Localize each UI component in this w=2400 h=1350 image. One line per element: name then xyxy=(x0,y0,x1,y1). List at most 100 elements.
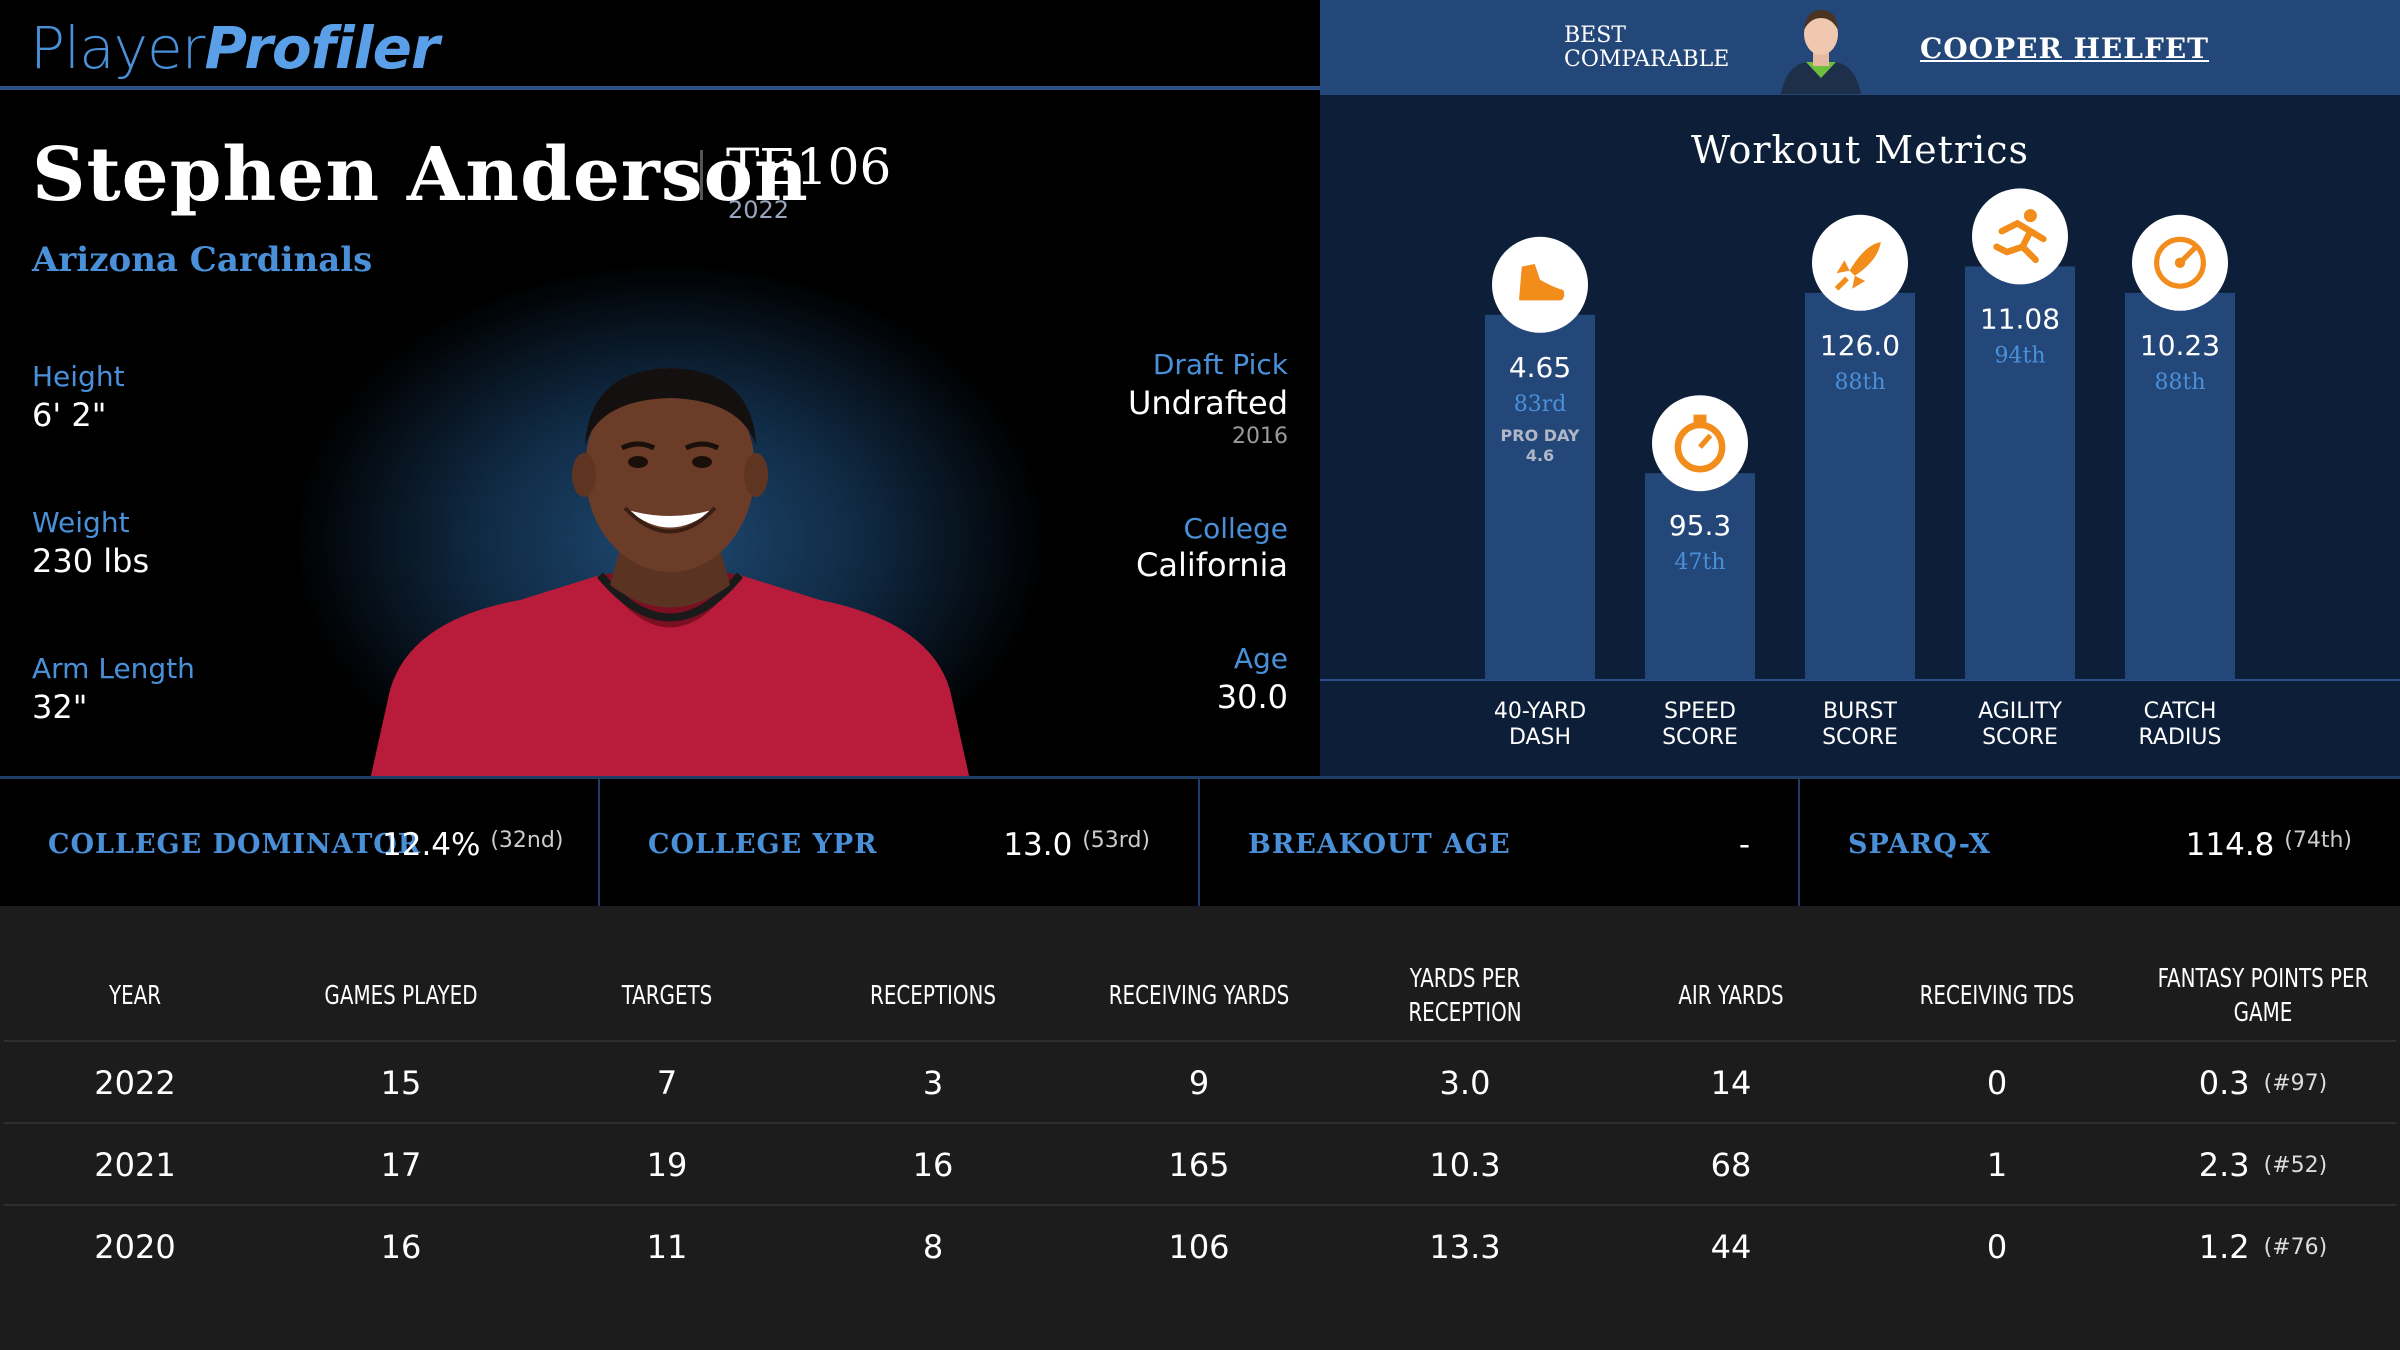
comparable-label-line1: BEST xyxy=(1564,23,1626,48)
team-name[interactable]: Arizona Cardinals xyxy=(32,240,373,280)
metric-value: 114.8 (74th) xyxy=(2186,827,2352,863)
comparable-player-link[interactable]: COOPER HELFET xyxy=(1920,32,2210,65)
arm-length-label: Arm Length xyxy=(32,652,195,685)
table-cell: 165 xyxy=(1069,1124,1329,1206)
table-row: 2020 16 11 8 106 13.3 44 0 1.2 (#76) xyxy=(4,1204,2396,1286)
column-header-year[interactable]: YEAR xyxy=(108,981,162,1011)
workout-percentile: 94th xyxy=(1994,343,2045,368)
table-cell: 16 xyxy=(803,1124,1063,1206)
workout-label-line2: RADIUS xyxy=(2139,725,2222,750)
player-header-panel: PlayerProfiler Stephen Anderson TE106 20… xyxy=(0,0,1320,776)
draft-pick-label: Draft Pick xyxy=(1152,348,1288,381)
table-cell: 14 xyxy=(1601,1042,1861,1124)
runner-icon xyxy=(1993,209,2047,264)
workout-bar xyxy=(1645,473,1755,680)
metric-rank: (32nd) xyxy=(490,828,564,853)
pro-day-label: PRO DAY xyxy=(1501,426,1580,445)
workout-label-line2: SCORE xyxy=(1982,725,2058,750)
cell-value: 2021 xyxy=(94,1146,176,1184)
metric-number: 114.8 xyxy=(2185,827,2275,863)
workout-value: 4.65 xyxy=(1509,351,1571,384)
name-divider xyxy=(700,150,703,200)
workout-value: 10.23 xyxy=(2140,329,2220,362)
cell-value: 0 xyxy=(1986,1064,2008,1102)
stopwatch-icon xyxy=(1674,414,1726,473)
target-icon xyxy=(2154,236,2206,289)
table-cell: 17 xyxy=(271,1124,531,1206)
workout-percentile: 83rd xyxy=(1514,392,1567,417)
cell-value: 10.3 xyxy=(1429,1146,1501,1184)
table-cell: 19 xyxy=(537,1124,797,1206)
table-cell: 2021 xyxy=(5,1124,265,1206)
cell-value: 16 xyxy=(912,1146,954,1184)
height-label: Height xyxy=(32,360,125,393)
age-value: 30.0 xyxy=(1216,678,1288,716)
cell-value: 3.0 xyxy=(1439,1064,1491,1102)
column-header-games-played[interactable]: GAMES PLAYED xyxy=(324,981,478,1011)
metric-label[interactable]: COLLEGE DOMINATOR xyxy=(48,829,422,860)
workout-label-line1: CATCH xyxy=(2144,699,2217,724)
table-cell: 0 xyxy=(1867,1206,2127,1288)
workout-label-line1: SPEED xyxy=(1664,699,1736,724)
table-cell: 1.2 (#76) xyxy=(2133,1206,2393,1288)
metric-value: - xyxy=(1739,827,1750,863)
cell-value: 2020 xyxy=(94,1228,176,1266)
metric-rank: (74th) xyxy=(2284,828,2352,853)
column-header-air-yards[interactable]: AIR YARDS xyxy=(1678,981,1784,1011)
college-metrics-strip: COLLEGE DOMINATOR 12.4% (32nd) COLLEGE Y… xyxy=(0,776,2400,909)
metric-number: 13.0 xyxy=(1003,827,1073,863)
cell-value: 3 xyxy=(922,1064,944,1102)
table-cell: 9 xyxy=(1069,1042,1329,1124)
column-header-receptions[interactable]: RECEPTIONS xyxy=(870,981,996,1011)
column-header-targets[interactable]: TARGETS xyxy=(621,981,713,1011)
season-stats-table: YEAR GAMES PLAYED TARGETS RECEPTIONS REC… xyxy=(0,906,2400,1350)
comparable-player-photo[interactable] xyxy=(1776,4,1866,94)
metric-label[interactable]: COLLEGE YPR xyxy=(648,829,878,860)
table-cell: 10.3 xyxy=(1335,1124,1595,1206)
cell-value: 1.2 xyxy=(2198,1228,2250,1266)
weight-label: Weight xyxy=(32,506,130,539)
table-cell: 0.3 (#97) xyxy=(2133,1042,2393,1124)
metric-college-ypr: COLLEGE YPR 13.0 (53rd) xyxy=(600,779,1200,909)
best-comparable-label: BEST COMPARABLE xyxy=(1564,24,1729,72)
workout-value: 11.08 xyxy=(1980,302,2060,335)
draft-pick-year: 2016 xyxy=(1232,424,1288,449)
workout-bar xyxy=(1485,314,1595,680)
table-header-row: YEAR GAMES PLAYED TARGETS RECEPTIONS REC… xyxy=(0,946,2400,1046)
workout-icon-badge[interactable] xyxy=(1972,188,2068,285)
table-cell: 3.0 xyxy=(1335,1042,1595,1124)
table-cell: 2020 xyxy=(5,1206,265,1288)
player-name: Stephen Anderson xyxy=(32,132,809,218)
column-header-receiving-tds[interactable]: RECEIVING TDS xyxy=(1919,981,2075,1011)
workout-value: 126.0 xyxy=(1820,329,1900,362)
metric-rank: (53rd) xyxy=(1082,828,1150,853)
metric-label[interactable]: SPARQ-X xyxy=(1848,829,1991,860)
table-cell: 11 xyxy=(537,1206,797,1288)
workout-label-line1: AGILITY xyxy=(1978,699,2062,724)
season-year: 2022 xyxy=(728,196,790,224)
workout-label-line1: 40-YARD xyxy=(1494,699,1586,724)
workout-percentile: 47th xyxy=(1674,550,1725,575)
column-header-yards-per-reception[interactable]: YARDS PER RECEPTION xyxy=(1408,964,1522,1028)
logo-part-profiler: Profiler xyxy=(204,14,440,82)
site-logo[interactable]: PlayerProfiler xyxy=(30,14,440,82)
column-header-receiving-yards[interactable]: RECEIVING YARDS xyxy=(1108,981,1290,1011)
college-value: California xyxy=(1136,546,1288,584)
workout-metrics-title: Workout Metrics xyxy=(1690,128,2030,172)
metric-label[interactable]: BREAKOUT AGE xyxy=(1248,829,1511,860)
cell-value: 165 xyxy=(1168,1146,1230,1184)
position-rank: TE106 xyxy=(726,138,892,196)
column-header-fantasy-points[interactable]: FANTASY POINTS PER GAME xyxy=(2157,964,2369,1028)
table-cell: 7 xyxy=(537,1042,797,1124)
table-cell: 13.3 xyxy=(1335,1206,1595,1288)
cell-value: 9 xyxy=(1188,1064,1210,1102)
cell-value: 2022 xyxy=(94,1064,176,1102)
cell-value: 44 xyxy=(1710,1228,1752,1266)
workout-label-line2: SCORE xyxy=(1662,725,1738,750)
metric-number: - xyxy=(1738,827,1750,863)
table-cell: 68 xyxy=(1601,1124,1861,1206)
table-cell: 15 xyxy=(271,1042,531,1124)
fantasy-rank: (#76) xyxy=(2263,1234,2328,1260)
workout-label-line1: BURST xyxy=(1823,699,1897,724)
